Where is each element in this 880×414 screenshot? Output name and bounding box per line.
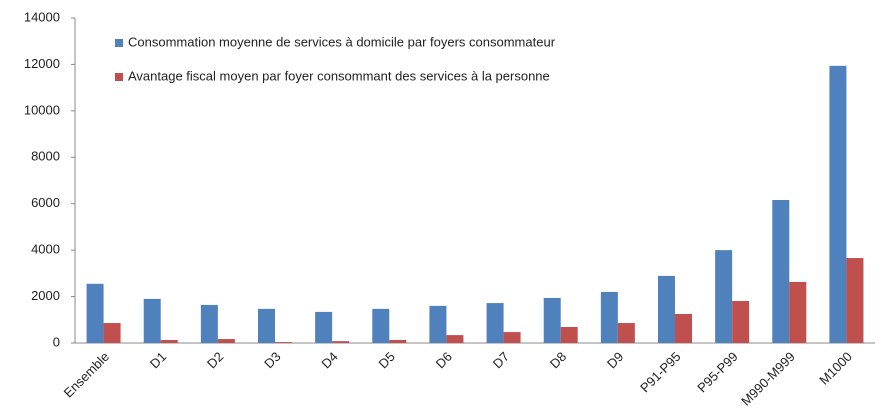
bar <box>143 298 161 343</box>
bar <box>732 300 750 343</box>
x-tick-label: D3 <box>261 349 283 371</box>
bar <box>389 339 407 343</box>
x-tick-label: D6 <box>433 349 455 371</box>
bar <box>446 335 464 343</box>
bar <box>846 258 864 343</box>
x-tick-label: D4 <box>318 349 340 371</box>
bar <box>503 332 521 343</box>
y-tick-label: 10000 <box>24 102 60 117</box>
x-tick-label: D5 <box>375 349 397 371</box>
x-tick-label: D8 <box>547 349 569 371</box>
y-tick-label: 6000 <box>31 195 60 210</box>
y-tick-label: 0 <box>53 334 60 349</box>
legend-label: Consommation moyenne de services à domic… <box>128 34 556 49</box>
bar <box>160 339 178 343</box>
bar <box>217 339 235 343</box>
bar <box>543 297 561 343</box>
x-tick-label: D1 <box>147 349 169 371</box>
bar <box>429 305 447 343</box>
bar <box>658 275 675 343</box>
bar <box>372 308 390 343</box>
bar <box>560 326 578 343</box>
bar <box>86 283 104 343</box>
bar <box>789 281 807 343</box>
bar <box>200 304 218 343</box>
y-tick-label: 12000 <box>24 56 60 71</box>
y-tick-label: 14000 <box>24 9 60 24</box>
legend-swatch <box>115 39 123 47</box>
bar <box>103 323 121 343</box>
bar <box>258 308 275 343</box>
bar <box>715 250 733 343</box>
x-tick-label: Ensemble <box>61 349 112 400</box>
y-tick-label: 4000 <box>31 242 60 257</box>
x-tick-label: D7 <box>490 349 512 371</box>
bar <box>486 303 504 343</box>
bar <box>675 313 692 343</box>
bar <box>275 342 292 343</box>
y-tick-label: 2000 <box>31 288 60 303</box>
x-tick-label: P95-P99 <box>694 349 740 395</box>
bar <box>600 291 618 343</box>
x-tick-label: P91-P95 <box>637 349 683 395</box>
legend-swatch <box>115 73 123 81</box>
x-tick-label: M1000 <box>816 349 855 388</box>
legend-label: Avantage fiscal moyen par foyer consomma… <box>128 68 550 83</box>
bar <box>829 65 847 344</box>
bar <box>332 341 350 343</box>
y-tick-label: 8000 <box>31 149 60 164</box>
x-tick-label: D2 <box>204 349 226 371</box>
x-tick-label: M990-M999 <box>738 349 798 409</box>
x-tick-label: D9 <box>604 349 626 371</box>
bar <box>315 311 333 343</box>
bar <box>772 200 790 343</box>
bar <box>617 323 635 343</box>
